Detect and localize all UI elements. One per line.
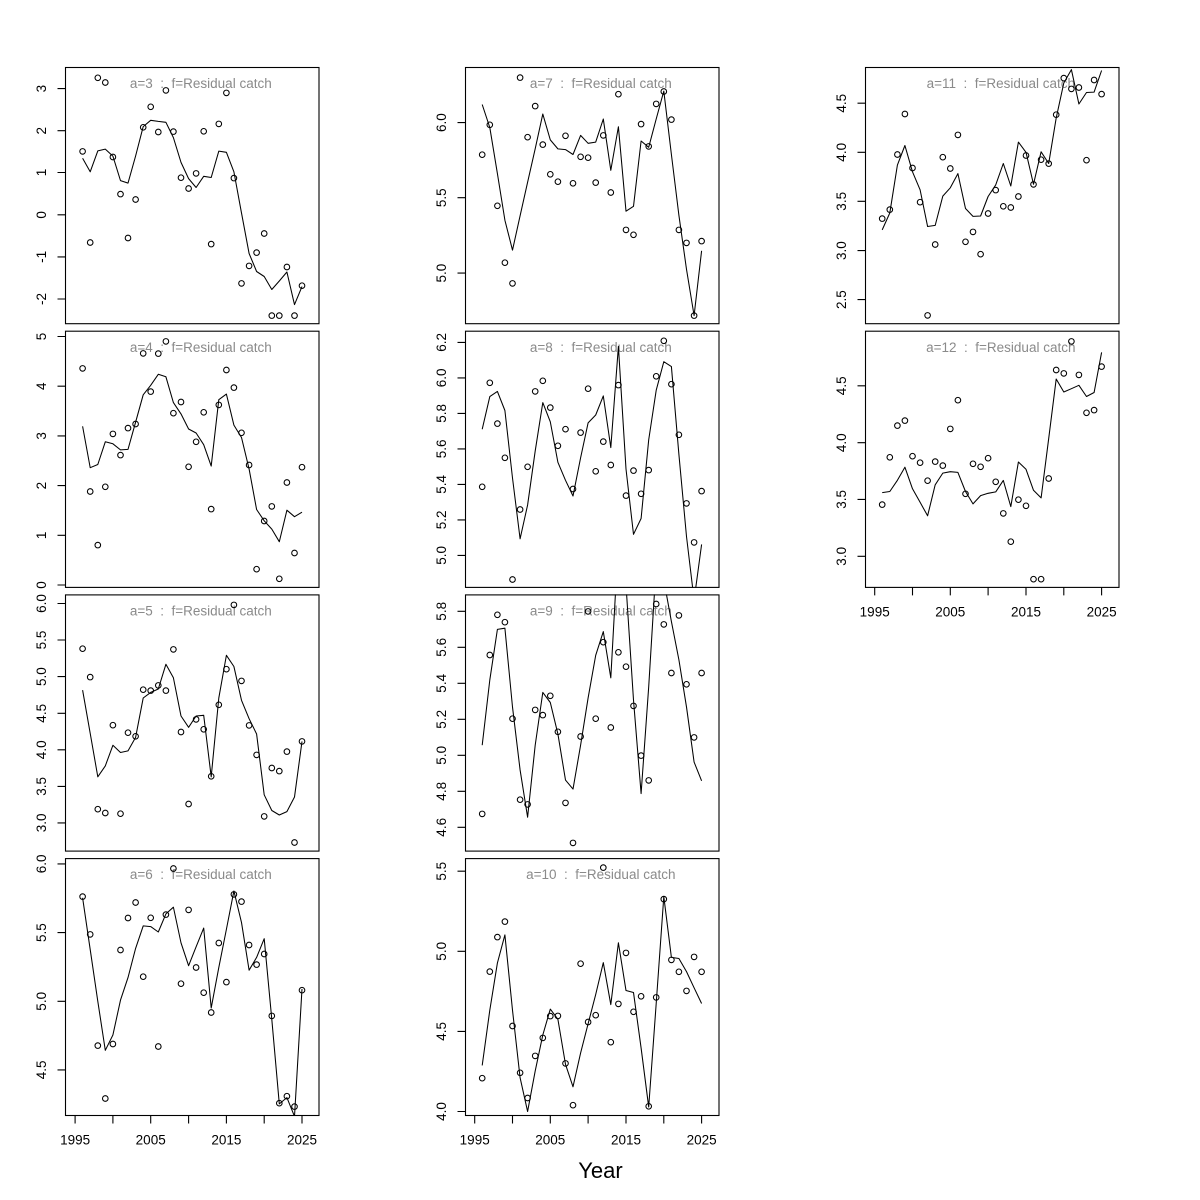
svg-text:1995: 1995 (460, 1133, 490, 1148)
svg-text:-1: -1 (34, 251, 49, 263)
svg-text:5.8: 5.8 (434, 404, 449, 423)
svg-text:a=10 : f=Residual catch: a=10 : f=Residual catch (526, 867, 675, 882)
svg-text:3.0: 3.0 (834, 547, 849, 566)
svg-text:3.0: 3.0 (834, 241, 849, 260)
svg-text:-2: -2 (34, 293, 49, 305)
svg-text:a=3 : f=Residual catch: a=3 : f=Residual catch (130, 76, 272, 91)
svg-text:5.5: 5.5 (34, 923, 49, 942)
svg-text:a=8 : f=Residual catch: a=8 : f=Residual catch (530, 340, 672, 355)
svg-text:5.2: 5.2 (434, 710, 449, 729)
svg-text:2: 2 (34, 482, 49, 490)
svg-text:1995: 1995 (860, 604, 890, 619)
svg-text:4.0: 4.0 (834, 433, 849, 452)
svg-text:1995: 1995 (60, 1133, 90, 1148)
svg-text:5.6: 5.6 (434, 440, 449, 459)
svg-text:4.5: 4.5 (834, 376, 849, 395)
svg-text:1: 1 (34, 532, 49, 540)
svg-text:2015: 2015 (1011, 604, 1041, 619)
svg-text:5.0: 5.0 (34, 667, 49, 686)
svg-text:4.5: 4.5 (34, 704, 49, 723)
svg-text:a=9 : f=Residual catch: a=9 : f=Residual catch (530, 604, 672, 619)
svg-text:5.0: 5.0 (434, 264, 449, 283)
svg-text:3.5: 3.5 (834, 192, 849, 211)
svg-text:5.5: 5.5 (434, 862, 449, 881)
svg-text:4: 4 (34, 382, 49, 390)
svg-text:2.5: 2.5 (834, 290, 849, 309)
svg-text:5.0: 5.0 (434, 546, 449, 565)
svg-text:2025: 2025 (687, 1133, 717, 1148)
svg-text:a=4 : f=Residual catch: a=4 : f=Residual catch (130, 340, 272, 355)
svg-text:2: 2 (34, 127, 49, 135)
svg-text:4.8: 4.8 (434, 782, 449, 801)
svg-text:5.8: 5.8 (434, 602, 449, 621)
svg-text:3: 3 (34, 432, 49, 440)
svg-text:3.5: 3.5 (834, 490, 849, 509)
svg-text:2005: 2005 (935, 604, 965, 619)
svg-text:5: 5 (34, 333, 49, 341)
svg-text:6.0: 6.0 (34, 855, 49, 874)
svg-text:4.5: 4.5 (34, 1061, 49, 1080)
svg-text:3.5: 3.5 (34, 777, 49, 796)
svg-text:5.5: 5.5 (34, 631, 49, 650)
svg-text:6.0: 6.0 (434, 369, 449, 388)
svg-text:4.5: 4.5 (434, 1022, 449, 1041)
svg-text:2025: 2025 (1087, 604, 1117, 619)
svg-text:4.0: 4.0 (834, 143, 849, 162)
svg-text:5.4: 5.4 (434, 475, 449, 494)
svg-text:5.0: 5.0 (434, 746, 449, 765)
svg-text:Year: Year (578, 1158, 622, 1183)
svg-text:a=11 : f=Residual catch: a=11 : f=Residual catch (927, 76, 1075, 91)
svg-text:5.0: 5.0 (434, 942, 449, 961)
svg-text:a=12 : f=Residual catch: a=12 : f=Residual catch (926, 340, 1075, 355)
svg-text:5.5: 5.5 (434, 188, 449, 207)
svg-text:a=5 : f=Residual catch: a=5 : f=Residual catch (130, 604, 272, 619)
svg-text:4.0: 4.0 (434, 1102, 449, 1121)
svg-text:0: 0 (34, 211, 49, 219)
svg-text:4.0: 4.0 (34, 740, 49, 759)
svg-text:1: 1 (34, 169, 49, 177)
svg-text:4.6: 4.6 (434, 818, 449, 837)
svg-text:2005: 2005 (535, 1133, 565, 1148)
svg-text:0: 0 (34, 581, 49, 589)
svg-text:6.0: 6.0 (434, 113, 449, 132)
svg-text:4.5: 4.5 (834, 94, 849, 113)
svg-text:2005: 2005 (136, 1133, 166, 1148)
svg-text:5.4: 5.4 (434, 673, 449, 692)
svg-text:3: 3 (34, 85, 49, 93)
svg-text:a=6 : f=Residual catch: a=6 : f=Residual catch (130, 867, 272, 882)
svg-text:6.0: 6.0 (34, 594, 49, 613)
svg-text:5.2: 5.2 (434, 511, 449, 530)
svg-text:a=7 : f=Residual catch: a=7 : f=Residual catch (530, 76, 672, 91)
svg-text:6.2: 6.2 (434, 333, 449, 352)
svg-text:2015: 2015 (611, 1133, 641, 1148)
svg-text:3.0: 3.0 (34, 814, 49, 833)
svg-text:5.6: 5.6 (434, 638, 449, 657)
svg-text:2025: 2025 (287, 1133, 317, 1148)
svg-text:2015: 2015 (211, 1133, 241, 1148)
svg-text:5.0: 5.0 (34, 992, 49, 1011)
